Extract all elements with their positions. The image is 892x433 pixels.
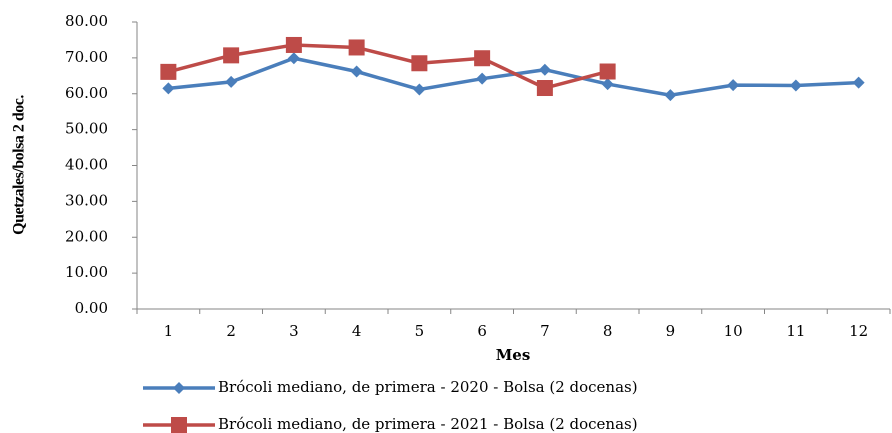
legend-label: Brócoli mediano, de primera - 2021 - Bol… (218, 415, 638, 433)
point-marker (160, 63, 177, 80)
point-marker (474, 50, 491, 67)
y-tick-label: 70.00 (65, 48, 108, 66)
point-marker (601, 78, 614, 91)
x-axis-label: Mes (496, 346, 531, 364)
point-marker (538, 63, 551, 76)
point-marker (162, 82, 175, 95)
y-tick-label: 80.00 (65, 12, 108, 30)
x-tick-label: 12 (849, 322, 868, 340)
point-marker (536, 80, 553, 97)
y-axis-label: Quetzales/bolsa 2 doc. (11, 95, 28, 235)
series-line (167, 43, 609, 90)
y-tick-label: 30.00 (65, 191, 108, 209)
point-marker (285, 36, 302, 53)
x-tick-label: 1 (164, 322, 174, 340)
point-marker (476, 72, 489, 85)
x-tick-label: 11 (786, 322, 805, 340)
legend-label: Brócoli mediano, de primera - 2020 - Bol… (218, 378, 638, 396)
point-marker (411, 55, 428, 72)
y-tick-label: 10.00 (65, 263, 108, 281)
x-tick-label: 5 (415, 322, 425, 340)
x-tick-label: 7 (540, 322, 550, 340)
x-tick-label: 10 (724, 322, 743, 340)
x-tick-label: 2 (226, 322, 236, 340)
x-tick-label: 3 (289, 322, 299, 340)
y-tick-label: 40.00 (65, 156, 108, 174)
x-tick-label: 4 (352, 322, 362, 340)
point-marker (852, 76, 865, 89)
x-tick-label: 8 (603, 322, 613, 340)
point-marker (599, 63, 616, 80)
point-marker (413, 83, 426, 96)
point-marker (789, 79, 802, 92)
y-tick-label: 0.00 (75, 299, 108, 317)
point-marker (348, 39, 365, 56)
point-marker (223, 47, 240, 64)
y-tick-label: 20.00 (65, 227, 108, 245)
point-marker (727, 79, 740, 92)
y-tick-label: 50.00 (65, 120, 108, 138)
y-tick-label: 60.00 (65, 84, 108, 102)
point-marker (173, 382, 185, 394)
point-marker (350, 65, 363, 78)
x-tick-label: 6 (477, 322, 487, 340)
point-marker (171, 417, 187, 433)
point-marker (225, 75, 238, 88)
x-tick-label: 9 (666, 322, 676, 340)
series-line (168, 56, 859, 97)
point-marker (287, 52, 300, 65)
point-marker (664, 89, 677, 102)
